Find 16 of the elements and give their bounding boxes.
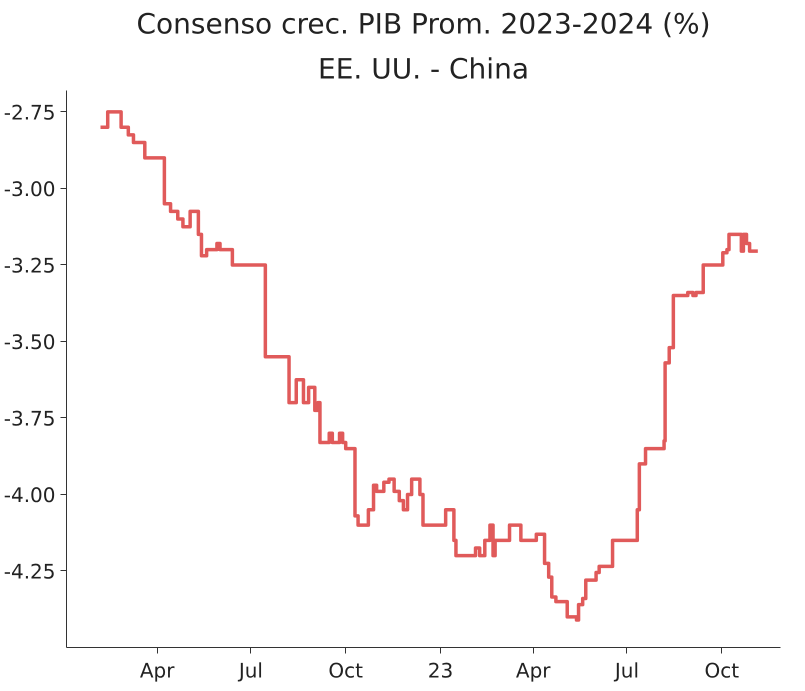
y-tick-label: -3.00 — [4, 176, 56, 201]
x-tick-label: Oct — [704, 658, 740, 682]
y-tick-label: -3.25 — [4, 253, 56, 278]
x-tick-label: Jul — [236, 658, 263, 682]
x-tick-label: Apr — [516, 658, 552, 682]
chart-title: Consenso crec. PIB Prom. 2023-2024 (%) — [136, 8, 711, 40]
x-tick-label: Apr — [140, 658, 176, 682]
chart-subtitle: EE. UU. - China — [318, 52, 529, 86]
y-tick-label: -3.75 — [4, 406, 56, 430]
y-tick-label: -4.00 — [4, 482, 56, 507]
y-tick-label: -4.25 — [4, 559, 56, 584]
x-tick-label: Oct — [328, 658, 364, 682]
x-tick-label: 23 — [428, 658, 454, 682]
y-tick-label: -2.75 — [4, 100, 56, 124]
y-tick-label: -3.50 — [4, 330, 56, 354]
x-tick-label: Jul — [612, 658, 640, 682]
